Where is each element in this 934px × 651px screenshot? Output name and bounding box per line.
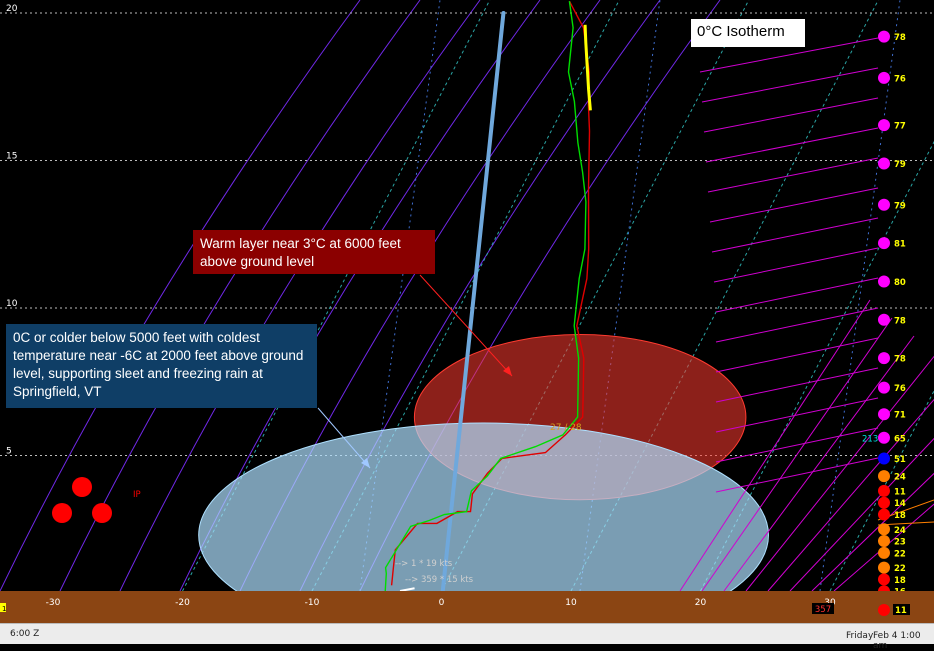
side-marker-label: 79 xyxy=(894,201,906,211)
side-marker-dot xyxy=(878,31,890,43)
side-marker-label: 78 xyxy=(894,316,906,326)
y-tick-label: 15 xyxy=(6,152,17,162)
isotherm-label: 0°C Isotherm xyxy=(691,19,805,47)
side-marker-label: 24 xyxy=(894,473,906,483)
side-marker-dot xyxy=(878,119,890,131)
side-marker-label: 23 xyxy=(894,538,906,548)
side-marker-dot xyxy=(878,535,890,547)
x-tick-label: -30 xyxy=(46,598,61,608)
side-marker-dot xyxy=(878,157,890,169)
status-date: Feb 4 1:00 am xyxy=(873,631,934,651)
x-tick-label: 10 xyxy=(565,598,577,608)
side-marker-dot xyxy=(878,72,890,84)
side-marker-dot xyxy=(878,199,890,211)
warm-layer-annotation: Warm layer near 3°C at 6000 feet above g… xyxy=(193,230,435,274)
side-marker-label: 71 xyxy=(894,411,906,421)
side-marker-label: 78 xyxy=(894,355,906,365)
side-marker-dot xyxy=(878,547,890,559)
x-tick-label: -10 xyxy=(305,598,320,608)
status-bar: 6:00 Z Friday Feb 4 1:00 am xyxy=(0,623,934,644)
side-marker-dot xyxy=(878,408,890,420)
side-marker-label: 76 xyxy=(894,74,906,84)
side-marker-dot xyxy=(878,237,890,249)
ground-strip xyxy=(0,591,934,623)
side-marker-dot xyxy=(878,523,890,535)
status-time: 6:00 Z xyxy=(10,629,39,639)
x-tick-label: -20 xyxy=(175,598,190,608)
direction-label: 213 xyxy=(862,434,878,444)
status-day: Friday xyxy=(846,631,873,641)
side-marker-dot xyxy=(878,573,890,585)
side-marker-label: 18 xyxy=(894,511,906,521)
side-marker-label: 18 xyxy=(894,576,906,586)
wind-label-2: --> 359 * 15 kts xyxy=(405,575,474,585)
side-marker-dot xyxy=(878,382,890,394)
ip-label: IP xyxy=(133,490,141,500)
side-marker-label: 24 xyxy=(894,526,906,536)
side-marker-dot xyxy=(878,562,890,574)
precip-type-dot xyxy=(52,503,72,523)
side-marker-label: 14 xyxy=(894,499,906,509)
side-marker-label: 78 xyxy=(894,33,906,43)
layer-value-label: 27 / 28 xyxy=(550,423,582,433)
side-marker-label: 11 xyxy=(894,487,906,497)
side-marker-label: 22 xyxy=(894,564,906,574)
x-tick-label: 0 xyxy=(439,598,445,608)
side-marker-dot xyxy=(878,470,890,482)
y-tick-label: 5 xyxy=(6,447,12,457)
left-edge-label: 1 xyxy=(2,605,6,613)
wind-label-1: --> 1 * 19 kts xyxy=(395,559,453,569)
bottom-value-label: 357 xyxy=(815,605,831,615)
side-marker-dot xyxy=(878,497,890,509)
bottom-right-label: 11 xyxy=(895,606,907,616)
precip-type-dot xyxy=(72,477,92,497)
x-tick-label: 20 xyxy=(695,598,707,608)
side-marker-label: 80 xyxy=(894,278,906,288)
side-marker-dot xyxy=(878,275,890,287)
cold-layer-annotation: 0C or colder below 5000 feet with coldes… xyxy=(6,324,317,408)
precip-type-dot xyxy=(92,503,112,523)
side-marker-label: 81 xyxy=(894,240,906,250)
side-marker-dot xyxy=(878,509,890,521)
side-marker-label: 77 xyxy=(894,122,906,132)
side-marker-dot xyxy=(878,352,890,364)
side-marker-dot xyxy=(878,314,890,326)
side-marker-dot xyxy=(878,432,890,444)
y-tick-label: 20 xyxy=(6,4,18,14)
side-marker-label: 22 xyxy=(894,549,906,559)
side-marker-label: 51 xyxy=(894,455,906,465)
bottom-marker-dot xyxy=(878,604,890,616)
side-marker-dot xyxy=(878,452,890,464)
side-marker-label: 76 xyxy=(894,384,906,394)
side-marker-label: 79 xyxy=(894,160,906,170)
side-marker-label: 65 xyxy=(894,434,906,444)
side-marker-dot xyxy=(878,485,890,497)
y-tick-label: 10 xyxy=(6,299,18,309)
